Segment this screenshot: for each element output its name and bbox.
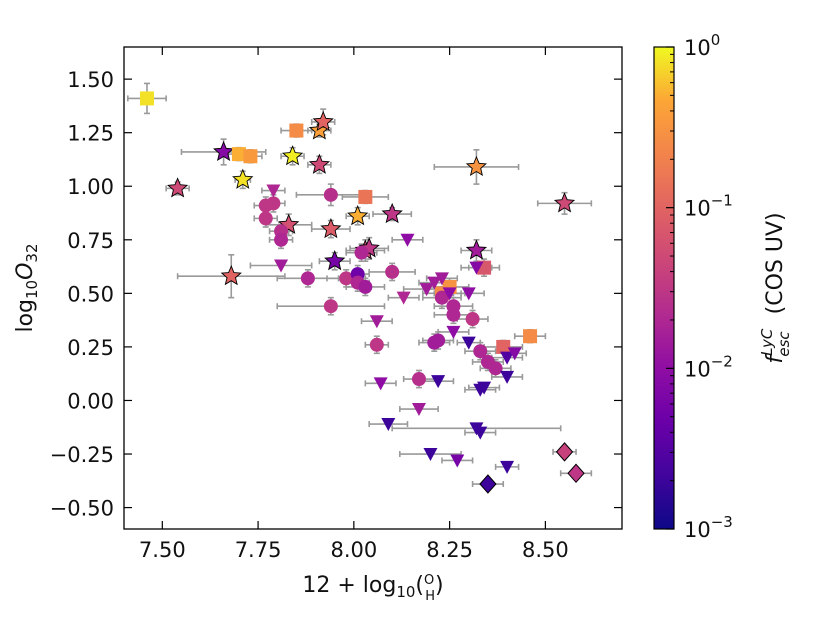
point-square-4	[243, 149, 258, 164]
point-tri-76	[473, 426, 488, 440]
colorbar-tick-label-2: 10−2	[684, 352, 733, 381]
point-star-11	[220, 265, 242, 286]
y-tick-label-2: 1.00	[67, 175, 114, 199]
x-axis-label: 12 + log10(O H)	[302, 573, 443, 604]
y-tick-label-0: 1.50	[67, 68, 114, 92]
point-tri-58	[396, 291, 411, 305]
point-circle-39	[354, 245, 369, 260]
y-tick-label-8: −0.50	[50, 497, 114, 521]
point-diamond-80	[479, 474, 497, 494]
point-tri-65	[469, 261, 484, 275]
point-circle-50	[488, 361, 503, 376]
point-star-19	[324, 250, 346, 271]
point-circle-35	[339, 271, 354, 286]
x-tick-label-4: 8.50	[522, 538, 569, 562]
point-tri-61	[434, 272, 449, 286]
point-tri-62	[442, 287, 457, 301]
y-tick-label-7: −0.25	[50, 443, 114, 467]
colorbar-tick-label-0: 100	[684, 31, 720, 60]
point-square-7	[289, 123, 304, 138]
point-tri-63	[461, 287, 476, 301]
y-tick-label-4: 0.50	[67, 282, 114, 306]
point-circle-44	[446, 307, 461, 322]
point-tri-67	[431, 375, 446, 389]
point-circle-38	[358, 279, 373, 294]
point-circle-34	[300, 271, 315, 286]
point-tri-78	[450, 454, 465, 468]
point-diamond-82	[567, 463, 585, 484]
plot-frame	[123, 46, 623, 530]
y-tick-label-6: 0.00	[67, 389, 114, 413]
x-tick-label-0: 7.50	[139, 538, 186, 562]
point-tri-73	[507, 347, 522, 361]
point-tri-56	[373, 377, 388, 391]
point-tri-70	[477, 381, 492, 395]
point-tri-79	[500, 460, 515, 474]
x-tick-label-3: 8.25	[426, 538, 473, 562]
point-tri-68	[411, 403, 426, 417]
point-star-6	[281, 145, 304, 166]
colorbar-tick-label-3: 10−3	[684, 513, 733, 542]
point-square-3	[231, 147, 246, 162]
point-tri-55	[369, 315, 384, 329]
point-square-26	[523, 329, 538, 344]
colorbar-label: fLyCesc (COS UV)	[758, 212, 793, 363]
y-tick-label-1: 1.25	[67, 122, 114, 146]
x-tick-label-1: 7.75	[235, 538, 282, 562]
point-circle-32	[274, 232, 289, 247]
point-tri-71	[500, 370, 515, 384]
point-tri-60	[427, 276, 442, 290]
point-tri-59	[419, 283, 434, 297]
point-tri-66	[461, 336, 476, 350]
point-star-17	[465, 155, 487, 177]
y-tick-label-5: 0.25	[67, 336, 114, 360]
point-star-16	[381, 202, 403, 224]
point-circle-29	[266, 196, 281, 211]
point-star-2	[166, 177, 189, 198]
point-circle-40	[385, 264, 400, 279]
x-tick-label-2: 8.00	[330, 538, 377, 562]
point-tri-72	[500, 351, 515, 365]
y-tick-label-3: 0.75	[67, 229, 114, 253]
point-star-1	[213, 140, 235, 162]
point-star-14	[347, 205, 369, 226]
point-circle-52	[411, 372, 426, 387]
point-square-27	[496, 339, 511, 354]
point-tri-57	[400, 233, 415, 247]
point-square-0	[139, 91, 154, 106]
point-circle-45	[465, 312, 480, 327]
point-tri-54	[274, 259, 289, 273]
data-markers	[139, 91, 585, 494]
point-star-5	[232, 168, 254, 189]
point-star-18	[553, 192, 576, 213]
point-tri-64	[446, 325, 461, 339]
point-tri-74	[381, 418, 396, 432]
point-circle-51	[369, 337, 384, 352]
point-diamond-81	[555, 442, 574, 462]
point-circle-47	[431, 333, 446, 348]
y-axis-label: log10O32	[13, 243, 41, 332]
point-star-10	[308, 153, 331, 174]
axes: 7.50 7.75 8.00 8.25 8.50 1.50 1.25 1.00 0.75 0.50…	[50, 46, 623, 562]
point-square-15	[358, 189, 373, 204]
colorbar-tick-label-1: 10−1	[684, 192, 733, 221]
point-circle-41	[323, 299, 338, 314]
point-circle-48	[473, 344, 488, 359]
point-tri-53	[266, 184, 281, 198]
colorbar: 100 10−1 10−2 10−3	[653, 31, 733, 542]
point-circle-33	[323, 187, 338, 202]
point-tri-77	[423, 448, 438, 462]
point-star-13	[320, 217, 342, 239]
point-star-22	[465, 239, 488, 260]
point-star-9	[312, 110, 334, 132]
point-circle-42	[434, 290, 449, 305]
colorbar-gradient	[653, 46, 675, 530]
point-circle-30	[258, 211, 273, 226]
